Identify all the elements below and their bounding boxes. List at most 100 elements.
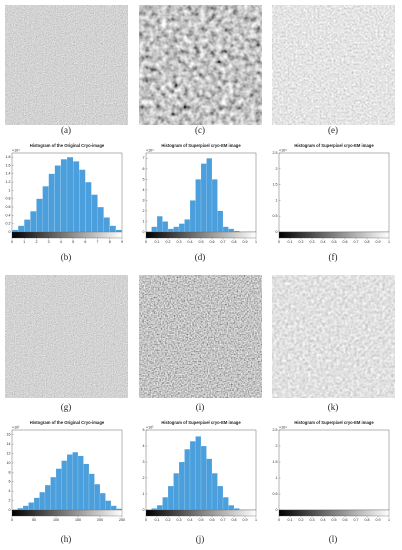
bar bbox=[206, 458, 213, 511]
x-tick-label: 0.8 bbox=[365, 518, 370, 522]
bar bbox=[200, 445, 207, 511]
bar bbox=[151, 226, 158, 233]
y-tick-label: 1 bbox=[143, 219, 145, 223]
x-tick-label: 5 bbox=[72, 240, 74, 244]
bar bbox=[42, 186, 49, 233]
y-exponent: ×10⁴ bbox=[279, 148, 287, 152]
image-a bbox=[5, 5, 128, 125]
x-tick-label: 0 bbox=[145, 240, 147, 244]
x-tick-label: 0.6 bbox=[210, 518, 215, 522]
y-tick-label: 7 bbox=[143, 156, 145, 160]
y-tick-label: 0.4 bbox=[6, 213, 11, 217]
y-tick-label: 2 bbox=[143, 209, 145, 213]
y-tick-label: 1.8 bbox=[6, 155, 11, 159]
bar bbox=[178, 223, 185, 233]
bar bbox=[24, 219, 31, 233]
x-tick-label: 0.1 bbox=[288, 240, 293, 244]
image-e bbox=[272, 5, 395, 125]
y-tick-label: 14 bbox=[7, 442, 11, 446]
bar bbox=[167, 228, 174, 233]
y-tick-label: 2.5 bbox=[273, 428, 278, 432]
x-tick-label: 0 bbox=[278, 240, 280, 244]
y-exponent: ×10⁴ bbox=[279, 425, 287, 429]
y-tick-label: 0 bbox=[276, 230, 278, 234]
y-tick-label: 10 bbox=[7, 461, 11, 465]
colorbar bbox=[11, 231, 123, 239]
y-tick-label: 1 bbox=[143, 492, 145, 496]
y-exponent: ×10² bbox=[12, 425, 20, 429]
x-tick-label: 0.8 bbox=[232, 518, 237, 522]
bar bbox=[44, 484, 51, 511]
x-tick-label: 0.7 bbox=[354, 518, 359, 522]
bar bbox=[195, 179, 202, 233]
x-tick-label: 200 bbox=[97, 518, 103, 522]
bar bbox=[116, 508, 123, 511]
x-tick-label: 100 bbox=[53, 518, 59, 522]
y-tick-label: 1 bbox=[276, 198, 278, 202]
bar bbox=[28, 502, 35, 511]
x-tick-label: 0.2 bbox=[299, 240, 304, 244]
x-tick-label: 0.4 bbox=[321, 518, 326, 522]
chart-title: Histogram of Superpixel cryo-EM image bbox=[161, 420, 241, 425]
bar bbox=[162, 221, 169, 233]
colorbar bbox=[145, 509, 257, 517]
colorbar bbox=[145, 231, 257, 239]
image-i bbox=[139, 275, 262, 398]
x-tick-label: 0.5 bbox=[199, 518, 204, 522]
y-tick-label: 1.5 bbox=[273, 183, 278, 187]
y-tick-label: 1 bbox=[9, 188, 11, 192]
y-tick-label: 0.5 bbox=[273, 492, 278, 496]
bar bbox=[156, 505, 163, 511]
x-tick-label: 7 bbox=[97, 240, 99, 244]
bar bbox=[184, 219, 191, 233]
x-tick-label: 0.3 bbox=[310, 240, 315, 244]
x-tick-label: 0.4 bbox=[188, 240, 193, 244]
x-tick-label: 1 bbox=[23, 240, 25, 244]
x-tick-label: 0.9 bbox=[376, 518, 381, 522]
y-tick-label: 1.5 bbox=[273, 460, 278, 464]
bar bbox=[222, 226, 229, 233]
x-tick-label: 0.7 bbox=[354, 240, 359, 244]
bar bbox=[162, 497, 169, 511]
x-tick-label: 0.2 bbox=[299, 518, 304, 522]
x-tick-label: 0.5 bbox=[332, 518, 337, 522]
bar bbox=[33, 497, 40, 511]
bar bbox=[73, 161, 80, 233]
bar bbox=[156, 216, 163, 233]
x-tick-label: 0.4 bbox=[321, 240, 326, 244]
x-tick-label: 0.3 bbox=[177, 518, 182, 522]
bar bbox=[61, 460, 68, 511]
y-tick-label: 2 bbox=[9, 499, 11, 503]
bar bbox=[72, 452, 79, 511]
y-tick-label: 2 bbox=[143, 476, 145, 480]
bar bbox=[66, 157, 74, 233]
bar bbox=[22, 505, 29, 511]
x-tick-label: 1 bbox=[255, 518, 257, 522]
panel-label: (g) bbox=[61, 402, 72, 412]
x-tick-label: 0.3 bbox=[177, 240, 182, 244]
bar bbox=[228, 228, 235, 233]
y-tick-label: 0 bbox=[9, 230, 11, 234]
y-tick-label: 1.2 bbox=[6, 180, 11, 184]
chart-title: Histogram of Superpixel cryo-EM image bbox=[294, 143, 374, 148]
bar bbox=[94, 484, 101, 511]
y-tick-label: 2 bbox=[276, 444, 278, 448]
x-tick-label: 0 bbox=[278, 518, 280, 522]
x-tick-label: 1 bbox=[388, 518, 390, 522]
panel-label: (l) bbox=[329, 534, 338, 544]
colorbar bbox=[11, 509, 123, 517]
bar bbox=[85, 182, 92, 233]
colorbar bbox=[278, 231, 390, 239]
bar bbox=[66, 454, 73, 511]
colorbar bbox=[278, 509, 390, 517]
y-tick-label: 12 bbox=[7, 451, 11, 455]
panel-label: (d) bbox=[195, 252, 206, 262]
micrographs bbox=[5, 5, 395, 398]
x-tick-label: 3 bbox=[48, 240, 50, 244]
bar bbox=[228, 505, 235, 511]
bar bbox=[115, 229, 123, 233]
bar bbox=[18, 225, 25, 233]
panel-label: (j) bbox=[196, 534, 205, 544]
bar bbox=[109, 225, 116, 233]
bar bbox=[167, 485, 174, 511]
